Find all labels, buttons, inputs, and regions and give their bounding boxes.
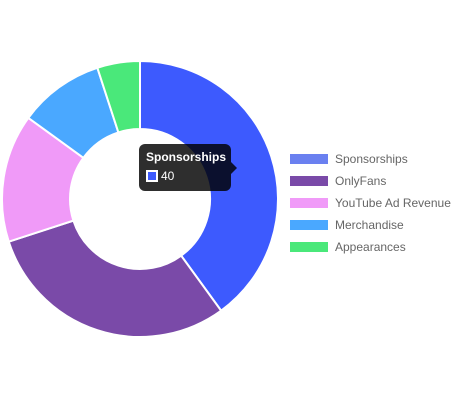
legend-label: Merchandise [335,218,404,232]
legend-item-youtube-ad-revenue[interactable]: YouTube Ad Revenue [290,192,451,214]
legend-swatch [290,198,328,208]
slice-appearances[interactable] [96,59,141,134]
chart-tooltip: Sponsorships 40 [139,144,237,191]
slice-onlyfans[interactable] [7,219,223,338]
tooltip-color-swatch [146,170,158,182]
legend-label: OnlyFans [335,174,387,188]
legend-item-onlyfans[interactable]: OnlyFans [290,170,451,192]
legend-label: YouTube Ad Revenue [335,196,451,210]
legend-swatch [290,154,328,164]
legend-swatch [290,220,328,230]
tooltip-body: 40 [146,168,224,184]
tooltip-caret [231,162,237,174]
chart-legend: Sponsorships OnlyFans YouTube Ad Revenue Me… [290,148,451,258]
legend-swatch [290,242,328,252]
legend-label: Appearances [335,240,406,254]
tooltip-value: 40 [161,169,175,183]
legend-item-sponsorships[interactable]: Sponsorships [290,148,451,170]
tooltip-title: Sponsorships [146,150,227,164]
legend-item-merchandise[interactable]: Merchandise [290,214,451,236]
legend-swatch [290,176,328,186]
legend-label: Sponsorships [335,152,408,166]
legend-item-appearances[interactable]: Appearances [290,236,451,258]
